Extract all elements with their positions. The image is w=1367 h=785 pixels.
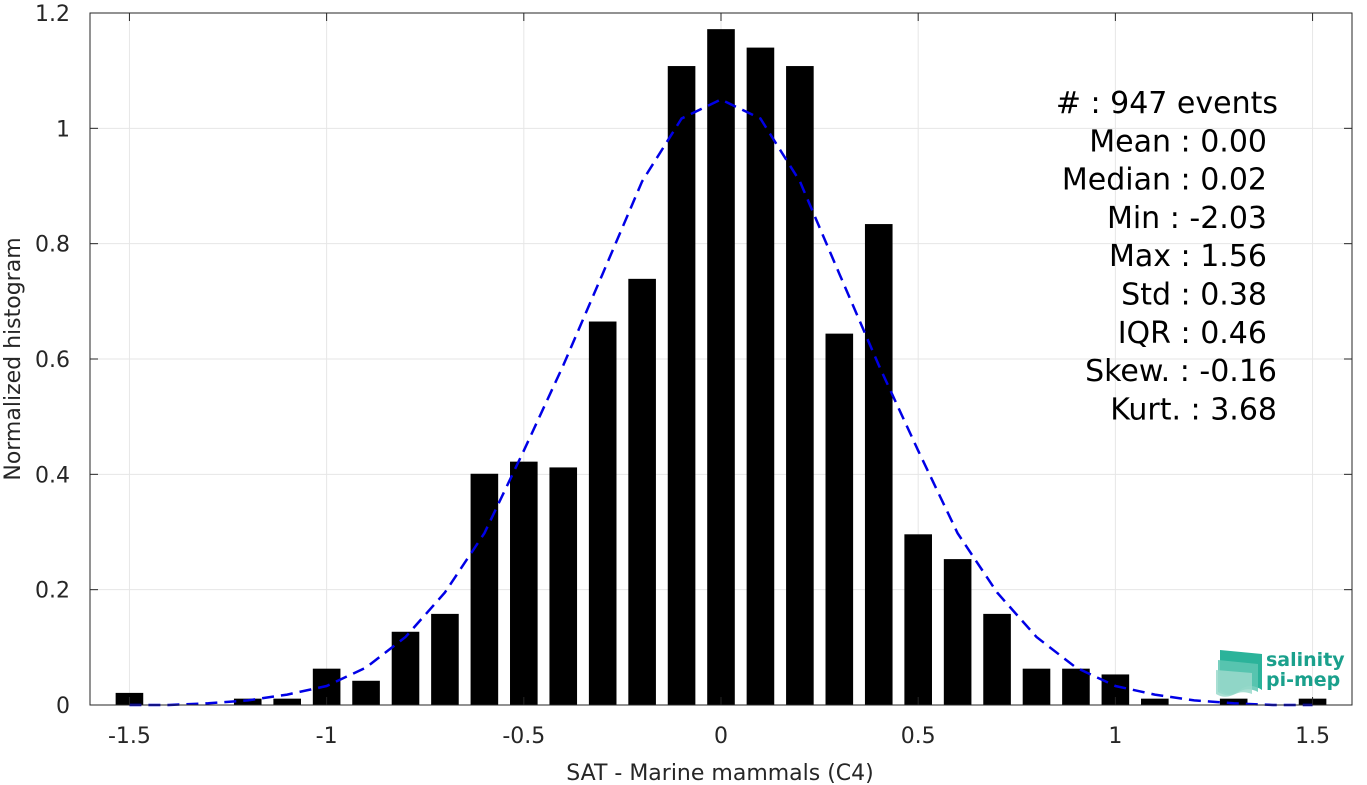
y-axis-label: Normalized histogram	[1, 237, 26, 480]
histogram-bar	[391, 631, 420, 705]
x-tick-label: -1	[316, 724, 338, 749]
y-tick-label: 0.2	[35, 579, 70, 604]
histogram-bar	[510, 461, 538, 705]
y-tick-label: 0.4	[35, 463, 70, 488]
stat-line: # : 947 events	[1056, 86, 1278, 121]
histogram-bar	[470, 473, 499, 705]
y-tick-label: 0.6	[35, 348, 70, 373]
logo-wave-icon	[1216, 650, 1262, 697]
x-tick-label: -0.5	[502, 724, 545, 749]
histogram-bar	[825, 333, 854, 705]
histogram-bar	[1219, 698, 1248, 705]
histogram-bar	[667, 66, 696, 705]
histogram-bars	[115, 29, 1327, 706]
histogram-bar	[746, 47, 775, 706]
y-tick-label: 0	[56, 694, 70, 719]
histogram-bar	[864, 224, 893, 705]
stat-line: Median : 0.02	[1062, 163, 1267, 198]
histogram-bar	[1062, 668, 1090, 705]
histogram-bar	[431, 613, 459, 705]
histogram-bar	[352, 680, 380, 705]
histogram-bar	[628, 278, 656, 705]
histogram-bar	[273, 698, 301, 705]
histogram-bar	[904, 534, 932, 705]
gaussian-fit-curve	[129, 98, 1313, 707]
logo-line-1: salinity	[1266, 649, 1345, 671]
stat-line: Max : 1.56	[1109, 239, 1267, 274]
x-axis-label: SAT - Marine mammals (C4)	[566, 761, 874, 785]
x-tick-label: -1.5	[108, 724, 151, 749]
y-tick-label: 1	[56, 117, 70, 142]
stat-line: Skew. : -0.16	[1085, 354, 1277, 389]
histogram-bar	[549, 467, 578, 705]
histogram-bar	[983, 613, 1011, 705]
x-tick-label: 0	[714, 724, 728, 749]
axis-ticks	[90, 12, 1352, 706]
y-tick-label: 1.2	[35, 2, 70, 27]
histogram-bar	[1022, 668, 1051, 705]
stat-line: Std : 0.38	[1121, 278, 1267, 313]
y-tick-label: 0.8	[35, 233, 70, 258]
histogram-bar	[588, 321, 617, 705]
stat-line: Kurt. : 3.68	[1110, 392, 1277, 427]
x-tick-label: 1	[1108, 724, 1122, 749]
stat-line: Mean : 0.00	[1089, 124, 1267, 159]
histogram-bar	[707, 29, 735, 705]
histogram-bar	[786, 66, 814, 705]
logo-line-2: pi-mep	[1266, 669, 1340, 691]
stat-line: Min : -2.03	[1107, 201, 1267, 236]
histogram-bar	[943, 559, 972, 705]
x-tick-labels: -1.5 -1 -0.5 0 0.5 1 1.5	[108, 724, 1330, 749]
histogram-bar	[233, 698, 262, 705]
y-tick-labels: 0 0.2 0.4 0.6 0.8 1 1.2	[35, 2, 70, 719]
histogram-bar	[1141, 698, 1169, 705]
x-tick-label: 1.5	[1295, 724, 1330, 749]
x-tick-label: 0.5	[901, 724, 936, 749]
salinity-pi-mep-logo: salinity pi-mep	[1216, 649, 1345, 697]
stat-line: IQR : 0.46	[1118, 316, 1267, 351]
